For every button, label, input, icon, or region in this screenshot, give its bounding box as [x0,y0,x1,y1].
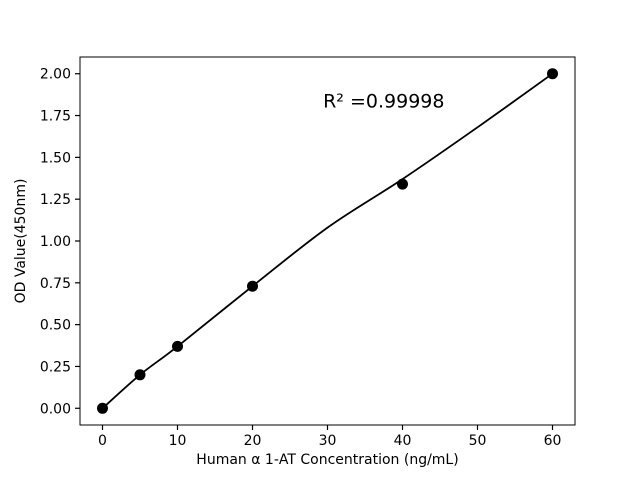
y-tick-label: 1.00 [40,234,71,250]
x-tick-label: 10 [169,433,187,449]
r-squared-annotation: R² =0.99998 [323,91,444,113]
y-tick-label: 1.25 [40,192,71,208]
x-tick-label: 50 [469,433,487,449]
fit-curve-line [101,72,554,410]
data-point [172,340,183,352]
y-tick-label: 0.50 [40,318,71,334]
x-tick-label: 60 [544,433,562,449]
x-tick-label: 20 [244,433,262,449]
y-axis-ticks: 0.00 0.25 0.50 0.75 1.00 1.25 1.50 1.75 2.00 [40,67,80,417]
x-tick-label: 0 [98,433,107,449]
x-tick-label: 30 [319,433,337,449]
y-tick-label: 2.00 [40,67,71,83]
x-axis-label: Human α 1-AT Concentration (ng/mL) [196,452,458,468]
y-axis-label: OD Value(450nm) [13,179,29,304]
data-point [247,280,258,292]
plot-area-background [80,57,575,425]
x-tick-label: 40 [394,433,412,449]
y-tick-label: 0.00 [40,401,71,417]
data-point [547,68,558,80]
x-axis-ticks: 0 10 20 30 40 50 60 [98,425,561,449]
data-point-markers [97,68,558,414]
y-tick-label: 0.25 [40,359,71,375]
y-tick-label: 0.75 [40,276,71,292]
data-point [134,369,146,381]
y-tick-label: 1.50 [40,150,71,166]
data-point [97,402,108,414]
data-point [397,178,408,190]
plot-border [79,56,576,426]
y-tick-label: 1.75 [40,109,71,125]
